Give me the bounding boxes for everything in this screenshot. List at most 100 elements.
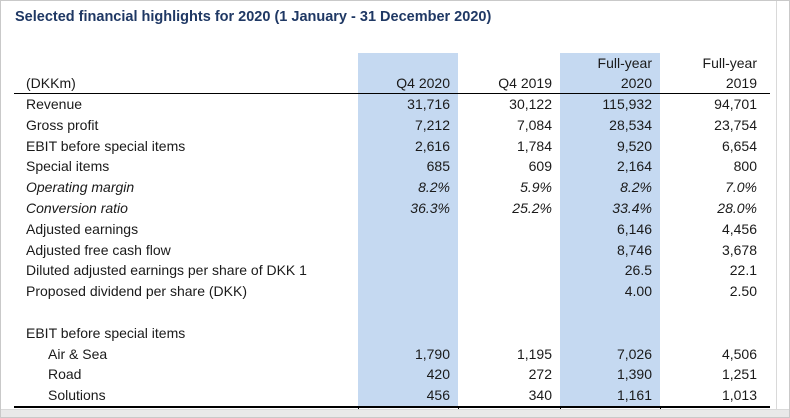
row-label: EBIT before special items bbox=[26, 137, 186, 154]
value-cell bbox=[560, 322, 660, 344]
row-label: Air & Sea bbox=[48, 345, 108, 362]
value-cell bbox=[458, 302, 560, 323]
value-cell: 685 bbox=[358, 156, 458, 178]
value-cell: 3,678 bbox=[721, 241, 757, 258]
spacer-row bbox=[14, 301, 770, 323]
value-cell bbox=[458, 240, 560, 261]
unit-header: (DKKm) bbox=[14, 53, 358, 94]
value-cell: 25.2% bbox=[512, 199, 552, 216]
value-cell: 4.00 bbox=[560, 281, 660, 302]
value-cell: 26.5 bbox=[560, 260, 660, 282]
value-cell: 4,506 bbox=[721, 345, 757, 362]
row-label bbox=[14, 302, 358, 323]
row-label: Adjusted earnings bbox=[26, 220, 139, 237]
row-label: Gross profit bbox=[26, 116, 99, 133]
value-cell: 28,534 bbox=[560, 114, 660, 136]
header-row: (DKKm) Q4 2020 Q4 2019 Full-year 2020 bbox=[14, 53, 770, 94]
value-cell: 6,146 bbox=[560, 218, 660, 240]
value-cell: 8,746 bbox=[560, 239, 660, 261]
row-label: Adjusted free cash flow bbox=[26, 241, 171, 258]
table-row: Revenue 31,716 30,122 115,932 94,701 bbox=[14, 93, 770, 115]
table-row: Special items 685 609 2,164 800 bbox=[14, 156, 770, 178]
value-cell: 2,616 bbox=[358, 135, 458, 157]
table-row: Road 420 272 1,390 1,251 bbox=[14, 364, 770, 386]
value-cell bbox=[358, 281, 458, 302]
value-cell: 33.4% bbox=[560, 197, 660, 219]
row-label: Operating margin bbox=[26, 179, 135, 196]
page-bottom-band bbox=[1, 409, 789, 417]
value-cell: 2.50 bbox=[729, 283, 757, 300]
column-header-q4-2019: Q4 2019 bbox=[458, 53, 560, 94]
value-cell: 800 bbox=[733, 158, 757, 175]
value-cell bbox=[458, 219, 560, 240]
value-cell bbox=[358, 301, 458, 323]
value-cell: 28.0% bbox=[717, 199, 757, 216]
value-cell: 23,754 bbox=[714, 116, 757, 133]
value-cell: 22.1 bbox=[729, 262, 757, 279]
table-row: Air & Sea 1,790 1,195 7,026 4,506 bbox=[14, 343, 770, 365]
value-cell: 4,456 bbox=[721, 220, 757, 237]
table-row: Solutions 456 340 1,161 1,013 bbox=[14, 385, 770, 408]
value-cell: 7,026 bbox=[560, 343, 660, 365]
value-cell bbox=[358, 322, 458, 344]
value-cell: 609 bbox=[528, 158, 552, 175]
table-header: (DKKm) Q4 2020 Q4 2019 Full-year 2020 bbox=[14, 53, 770, 94]
value-cell: 5.9% bbox=[520, 179, 552, 196]
value-cell: 31,716 bbox=[358, 93, 458, 115]
value-cell: 1,784 bbox=[516, 137, 552, 154]
value-cell: 456 bbox=[358, 385, 458, 408]
value-cell: 1,013 bbox=[660, 385, 770, 408]
value-cell: 115,932 bbox=[560, 93, 660, 115]
value-cell bbox=[660, 302, 770, 323]
highlights-table: (DKKm) Q4 2020 Q4 2019 Full-year 2020 bbox=[14, 53, 770, 408]
value-cell: 9,520 bbox=[560, 135, 660, 157]
value-cell: 272 bbox=[528, 366, 552, 383]
section-header-row: EBIT before special items bbox=[14, 322, 770, 344]
value-cell: 7,084 bbox=[516, 116, 552, 133]
value-cell: 2,164 bbox=[560, 156, 660, 178]
value-cell: 7.0% bbox=[725, 179, 757, 196]
table-body: Revenue 31,716 30,122 115,932 94,701 Gross pr… bbox=[14, 93, 770, 408]
value-cell: 420 bbox=[358, 364, 458, 386]
row-label: Proposed dividend per share (DKK) bbox=[26, 283, 248, 300]
financial-highlights-table: (DKKm) Q4 2020 Q4 2019 Full-year 2020 bbox=[14, 53, 770, 413]
row-label: Revenue bbox=[26, 96, 83, 112]
row-label: Solutions bbox=[14, 385, 358, 408]
unit-label: (DKKm) bbox=[26, 75, 76, 91]
table-row: Operating margin 8.2% 5.9% 8.2% 7.0% bbox=[14, 177, 770, 198]
value-cell: 7,212 bbox=[358, 114, 458, 136]
row-label: Special items bbox=[26, 158, 110, 175]
value-cell: 8.2% bbox=[560, 177, 660, 198]
value-cell: 8.2% bbox=[358, 177, 458, 198]
table-row: EBIT before special items 2,616 1,784 9,520… bbox=[14, 135, 770, 157]
value-cell bbox=[458, 260, 560, 281]
value-cell bbox=[458, 281, 560, 302]
row-label: EBIT before special items bbox=[26, 324, 186, 341]
value-cell bbox=[358, 239, 458, 261]
column-header-full-year-2020: Full-year 2020 bbox=[560, 53, 660, 94]
value-cell bbox=[560, 301, 660, 323]
row-label: Road bbox=[48, 366, 82, 383]
table-row: Adjusted free cash flow 8,746 3,678 bbox=[14, 239, 770, 261]
column-header-full-year-2019: Full-year 2019 bbox=[660, 53, 770, 94]
value-cell: 340 bbox=[458, 385, 560, 408]
value-cell: 1,251 bbox=[721, 366, 757, 383]
value-cell: 1,790 bbox=[358, 343, 458, 365]
value-cell bbox=[358, 218, 458, 240]
value-cell: 1,161 bbox=[560, 385, 660, 408]
row-label: Diluted adjusted earnings per share of D… bbox=[26, 262, 307, 279]
value-cell: 30,122 bbox=[509, 96, 552, 112]
row-label: Conversion ratio bbox=[26, 199, 128, 216]
table-row: Proposed dividend per share (DKK) 4.00 2.5… bbox=[14, 281, 770, 302]
table-row: Conversion ratio 36.3% 25.2% 33.4% 28.0% bbox=[14, 197, 770, 219]
page-edge-line bbox=[776, 1, 777, 417]
page-title: Selected financial highlights for 2020 (… bbox=[15, 9, 492, 25]
value-cell: 1,195 bbox=[516, 345, 552, 362]
value-cell: 94,701 bbox=[714, 96, 757, 112]
value-cell: 1,390 bbox=[560, 364, 660, 386]
value-cell bbox=[358, 260, 458, 282]
value-cell bbox=[458, 323, 560, 344]
column-header-q4-2020: Q4 2020 bbox=[358, 53, 458, 94]
value-cell: 36.3% bbox=[358, 197, 458, 219]
